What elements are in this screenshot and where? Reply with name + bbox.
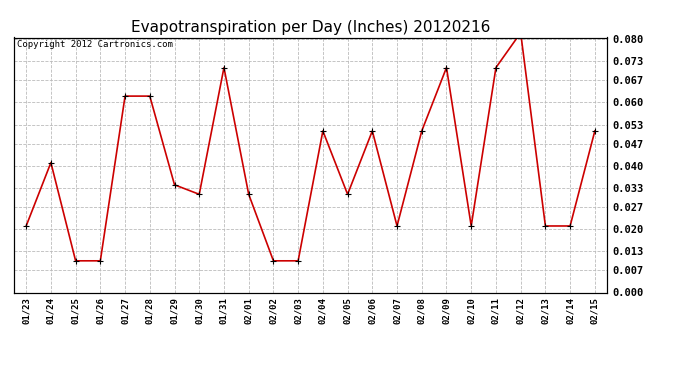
Text: Copyright 2012 Cartronics.com: Copyright 2012 Cartronics.com (17, 40, 172, 49)
Title: Evapotranspiration per Day (Inches) 20120216: Evapotranspiration per Day (Inches) 2012… (131, 20, 490, 35)
